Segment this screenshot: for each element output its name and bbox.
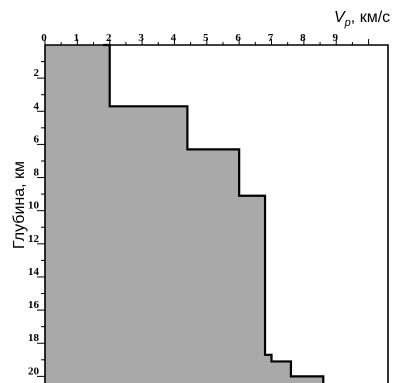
- y-tick-label: 10: [28, 200, 40, 212]
- x-tick-label: 2: [106, 32, 112, 44]
- x-tick-label: 4: [171, 32, 177, 44]
- x-tick-label: 1: [74, 32, 80, 44]
- y-tick-label: 18: [28, 332, 40, 344]
- y-tick-label: 6: [34, 133, 40, 145]
- velocity-line: [103, 43, 325, 383]
- x-axis-label-unit: , км/с: [351, 9, 390, 26]
- y-tick-label: 8: [34, 167, 40, 179]
- x-tick-label: 6: [235, 32, 241, 44]
- x-tick-label: 3: [138, 32, 144, 44]
- y-axis-label: Глубина, км: [11, 161, 28, 249]
- x-tick-label: 8: [300, 32, 306, 44]
- x-tick-label: 7: [268, 32, 274, 44]
- x-tick-label: 0: [41, 32, 47, 44]
- x-tick-label: 9: [332, 32, 338, 44]
- x-tick-label: 5: [203, 32, 209, 44]
- x-axis-label: Vp, км/с: [334, 9, 390, 29]
- plot-area: [45, 43, 325, 383]
- y-tick-label: 4: [34, 100, 40, 112]
- y-tick-label: 20: [28, 365, 40, 377]
- x-axis-label-symbol: V: [334, 9, 346, 26]
- x-axis-label-subscript: p: [344, 17, 351, 29]
- axis-labels: Vp, км/с Глубина, км: [11, 9, 390, 249]
- y-tick-label: 14: [28, 266, 40, 278]
- y-tick-label: 12: [28, 233, 40, 245]
- y-tick-label: 2: [34, 67, 40, 79]
- plot-frame: [44, 44, 389, 383]
- y-tick-label: 16: [28, 299, 40, 311]
- velocity-area: [45, 45, 324, 383]
